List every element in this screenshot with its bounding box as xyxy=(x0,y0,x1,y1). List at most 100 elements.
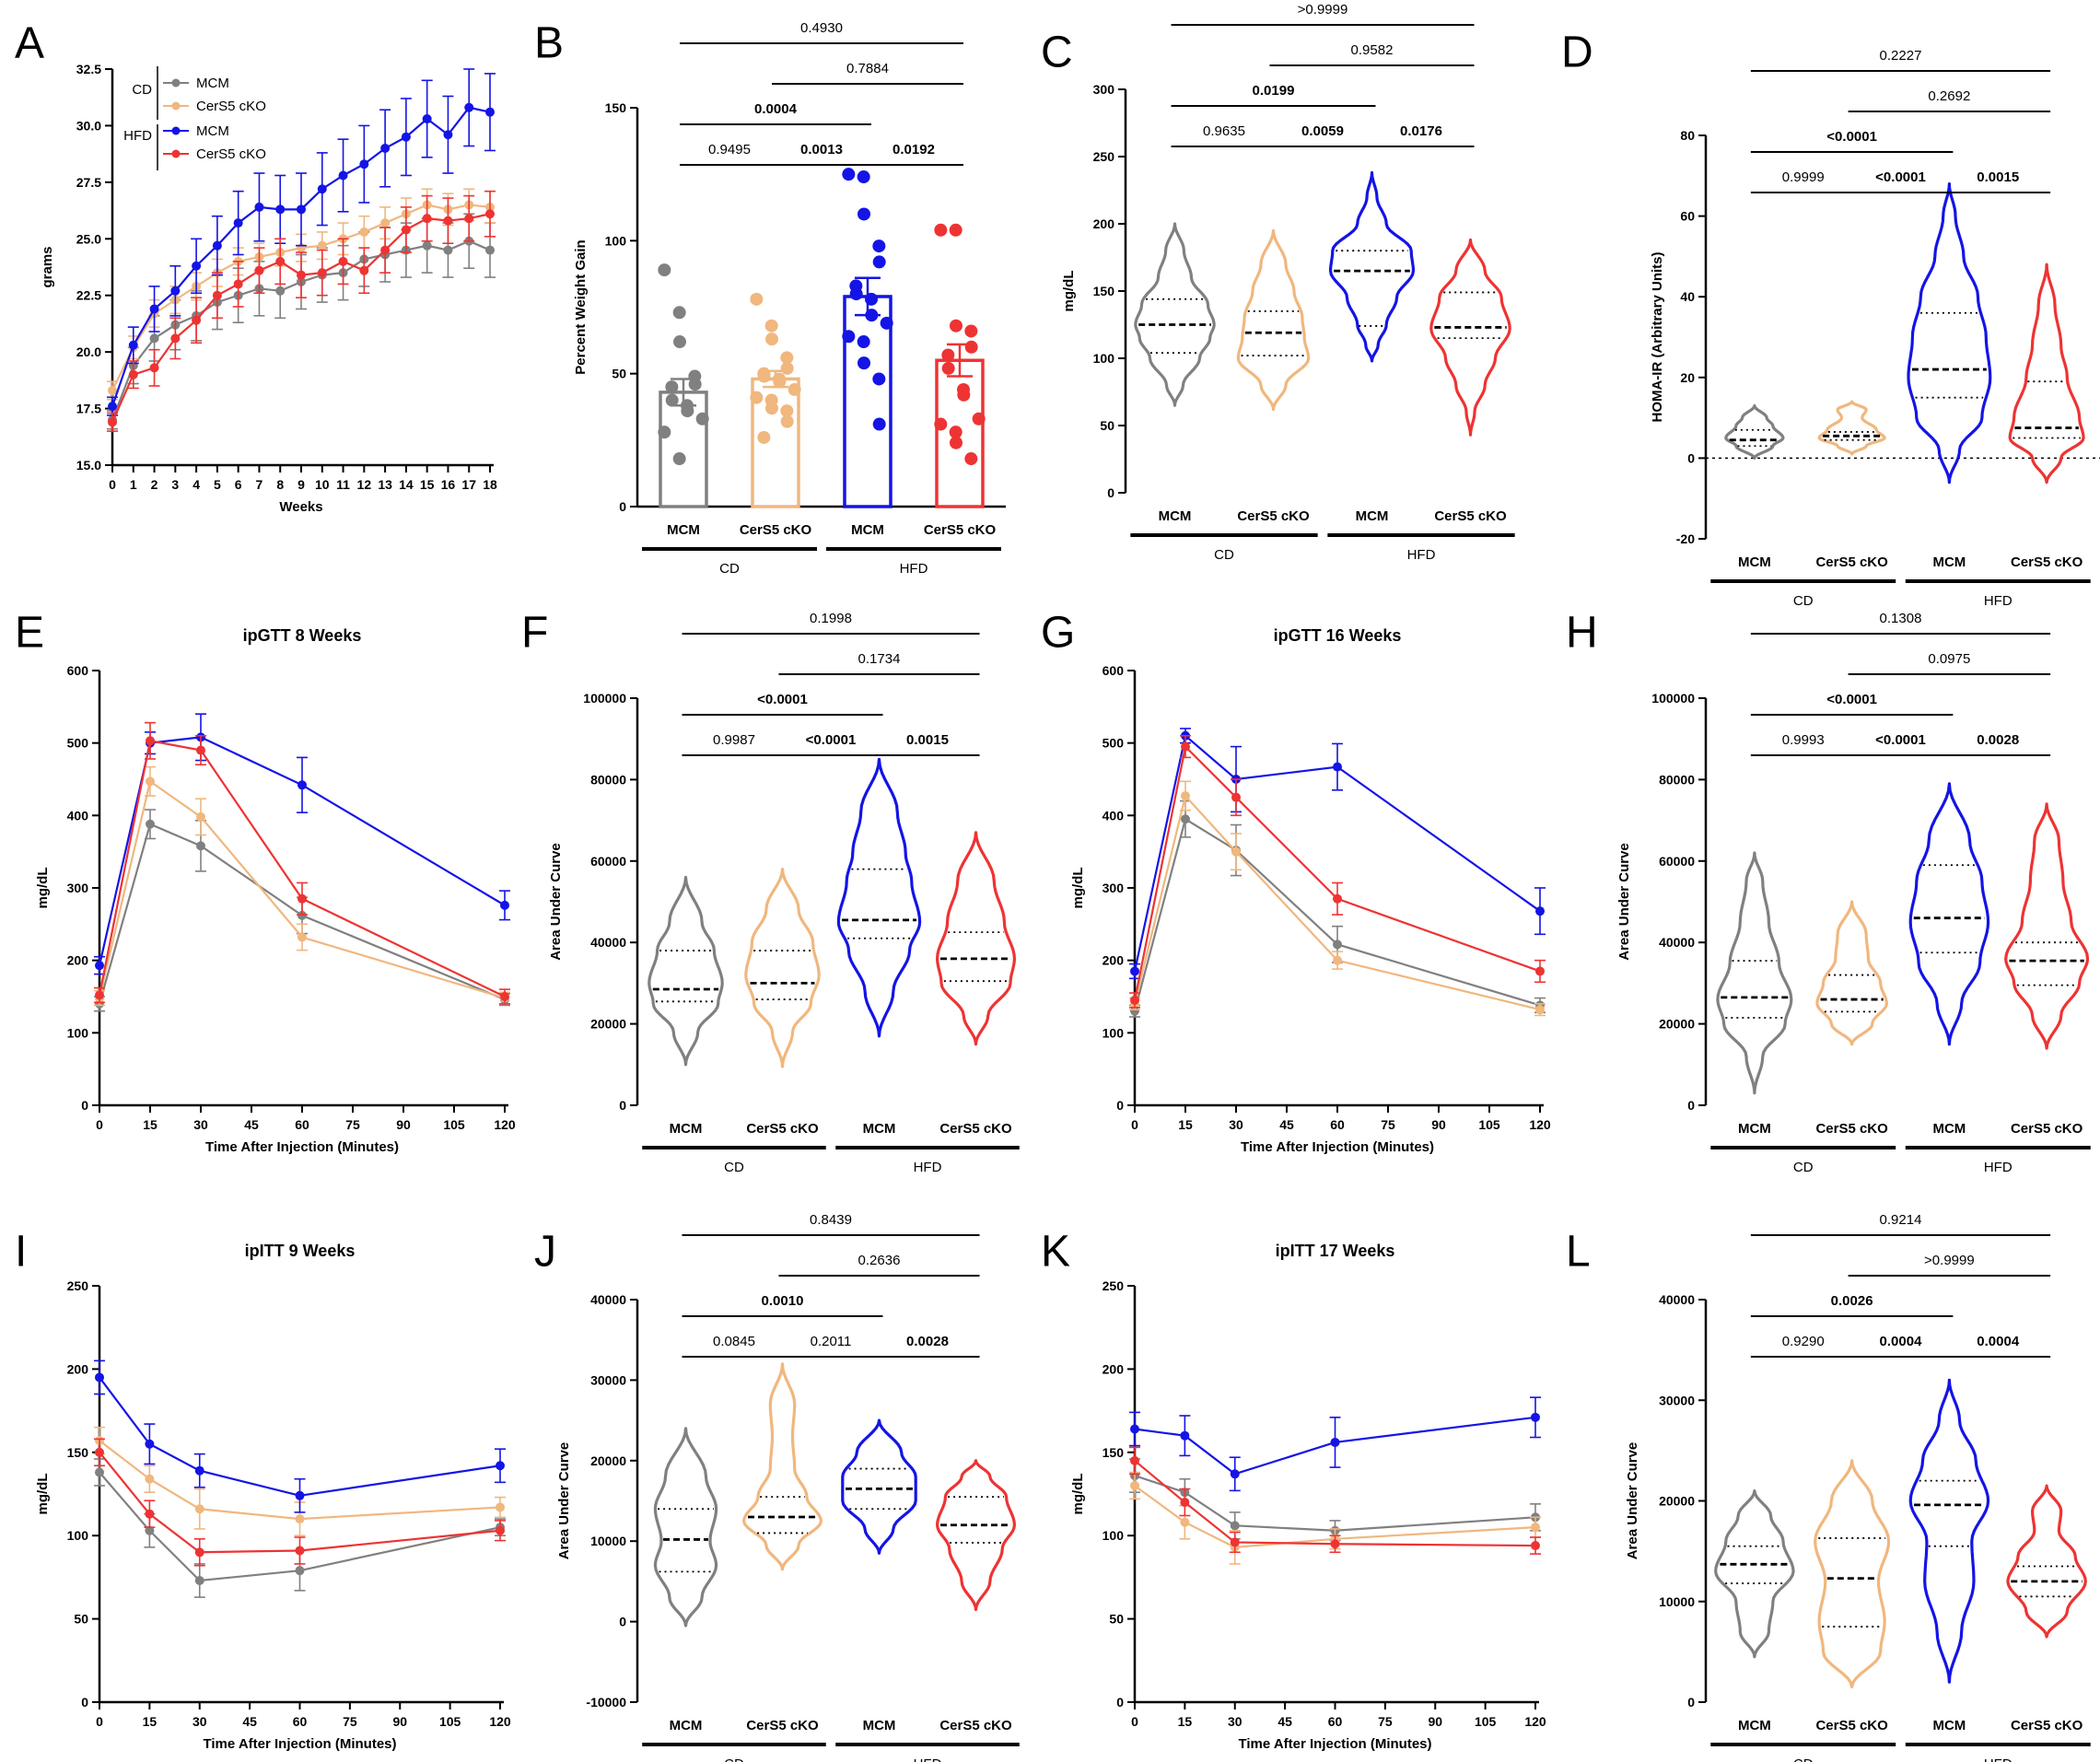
violin-2 xyxy=(1908,782,1990,1046)
data-point xyxy=(196,745,205,755)
data-point xyxy=(750,292,764,306)
p-value-label: <0.0001 xyxy=(1875,169,1926,185)
series-2 xyxy=(107,68,496,416)
p-value-label: 0.0010 xyxy=(762,1293,804,1309)
data-point xyxy=(849,287,863,301)
x-tick-label: 15 xyxy=(143,1714,158,1729)
y-tick-label: 22.5 xyxy=(76,288,101,303)
comparison-4: 0.2011 xyxy=(778,1334,883,1358)
data-point xyxy=(254,202,264,212)
x-tick-label: 2 xyxy=(151,477,158,492)
data-point xyxy=(964,324,978,338)
comparison-2: <0.0001 xyxy=(682,692,883,716)
data-point xyxy=(298,780,307,790)
p-value-label: <0.0001 xyxy=(1826,692,1877,707)
comparison-2: <0.0001 xyxy=(1750,129,1954,153)
data-point xyxy=(145,1439,155,1449)
x-tick-label: 60 xyxy=(293,1714,308,1729)
x-tick-label: 90 xyxy=(1431,1117,1446,1132)
data-point xyxy=(443,245,453,255)
comparison-5: 0.0015 xyxy=(1945,169,2051,193)
violin-0 xyxy=(653,1427,718,1628)
y-tick-label: 40000 xyxy=(1659,1292,1695,1307)
violin-body xyxy=(648,875,724,1067)
y-tick-label: 60 xyxy=(1680,209,1695,224)
y-tick-label: 500 xyxy=(67,736,89,751)
comparison-4: 0.0059 xyxy=(1269,123,1376,147)
p-value-label: <0.0001 xyxy=(757,692,808,707)
comparison-4: <0.0001 xyxy=(1848,732,1954,756)
p-value-label: 0.0004 xyxy=(1977,1334,2020,1349)
violin-body xyxy=(935,1459,1017,1612)
data-point xyxy=(880,316,893,330)
data-point xyxy=(1333,939,1342,950)
data-point xyxy=(658,263,671,277)
data-point xyxy=(857,170,870,184)
data-point xyxy=(665,380,679,394)
data-point xyxy=(949,426,962,439)
data-point xyxy=(192,261,202,271)
panel-b: B 0 50 100 150 Percent Weight Gain MCM CerS5 cK… xyxy=(534,19,1006,577)
comparison-4: 0.0004 xyxy=(1848,1334,1954,1358)
category-label: MCM xyxy=(667,522,700,538)
x-tick-label: 105 xyxy=(443,1117,465,1132)
data-point xyxy=(359,227,369,237)
p-value-label: >0.9999 xyxy=(1924,1253,1975,1268)
y-tick-label: 500 xyxy=(1102,736,1125,751)
y-tick-label: 20000 xyxy=(590,1017,626,1032)
violin-body xyxy=(841,1418,917,1555)
data-point xyxy=(380,218,391,228)
violin-body xyxy=(836,757,922,1038)
y-tick-label: 60000 xyxy=(590,854,626,869)
y-tick-label: 30000 xyxy=(590,1372,626,1387)
y-tick-label: 0 xyxy=(1687,450,1695,465)
data-point xyxy=(485,107,495,117)
data-point xyxy=(233,279,243,289)
x-tick-label: 30 xyxy=(1228,1714,1242,1729)
data-point xyxy=(212,240,222,251)
legend-swatch-point xyxy=(171,78,181,88)
data-point xyxy=(957,388,971,402)
comparison-0: 0.8439 xyxy=(682,1212,980,1236)
data-point xyxy=(1181,741,1190,752)
y-tick-label: 20000 xyxy=(1659,1494,1695,1509)
panel-j: J -10000 0 10000 20000 30000 40000 Area Under C… xyxy=(534,1212,1020,1762)
x-tick-label: 0 xyxy=(96,1117,103,1132)
y-axis-label: mg/dL xyxy=(1070,868,1086,909)
x-tick-label: 0 xyxy=(1131,1117,1138,1132)
data-point xyxy=(317,240,327,251)
data-point xyxy=(765,333,778,346)
legend-group-label: CD xyxy=(132,82,152,98)
bar-group-3 xyxy=(934,223,986,508)
chart-title: ipITT 9 Weeks xyxy=(245,1242,356,1260)
data-point xyxy=(941,348,955,362)
violin-0 xyxy=(648,875,724,1067)
x-tick-label: 18 xyxy=(483,477,497,492)
y-tick-label: 80000 xyxy=(590,772,626,787)
data-point xyxy=(295,1566,305,1576)
violin-2 xyxy=(1328,170,1416,363)
data-point xyxy=(934,223,948,237)
p-value-label: 0.0199 xyxy=(1253,83,1295,99)
legend-entry: MCM xyxy=(196,123,229,139)
p-value-label: 0.0026 xyxy=(1831,1293,1873,1309)
data-point xyxy=(422,214,432,224)
comparison-1: 0.2692 xyxy=(1848,88,2051,112)
p-value-label: 0.0192 xyxy=(892,142,935,158)
data-point xyxy=(496,1502,505,1512)
data-point xyxy=(196,841,205,851)
category-label: MCM xyxy=(851,522,884,538)
y-tick-label: 100 xyxy=(67,1025,89,1040)
y-axis-label: Percent Weight Gain xyxy=(573,239,589,374)
violin-3 xyxy=(2006,1484,2087,1639)
data-point xyxy=(750,391,764,404)
data-point xyxy=(496,1461,505,1471)
comparison-3: 0.9999 xyxy=(1750,169,1856,193)
y-tick-label: 0 xyxy=(619,1098,626,1113)
data-point xyxy=(401,132,411,142)
comparison-0: 0.4930 xyxy=(680,20,963,44)
group-label: CD xyxy=(1793,593,1814,609)
x-tick-label: 15 xyxy=(143,1117,158,1132)
comparison-2: 0.0199 xyxy=(1171,83,1376,107)
group-label: HFD xyxy=(1984,593,2012,609)
